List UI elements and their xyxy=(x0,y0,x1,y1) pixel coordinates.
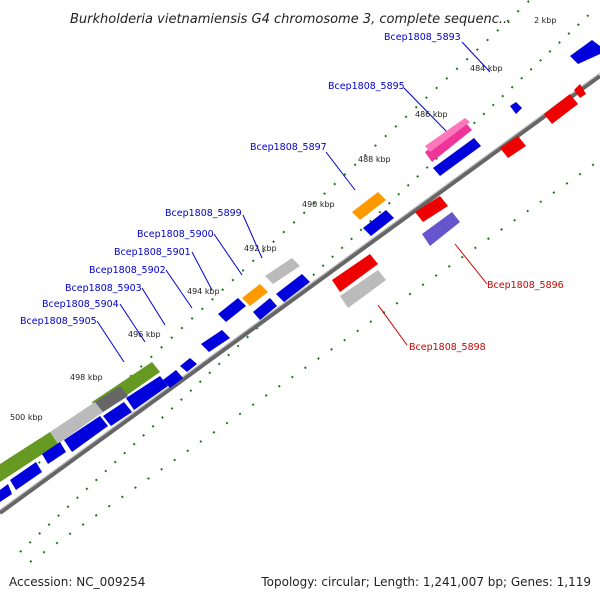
gene-label[interactable]: Bcep1808_5895 xyxy=(328,81,405,92)
tick-label: 490 kbp xyxy=(302,200,335,209)
gene-feature[interactable] xyxy=(92,386,128,414)
gene-feature[interactable] xyxy=(352,192,386,220)
tick-label: 488 kbp xyxy=(358,155,391,164)
gene-feature[interactable] xyxy=(42,442,66,464)
gene-feature[interactable] xyxy=(425,122,472,162)
gene-feature[interactable] xyxy=(574,84,586,98)
reverse-gene-labels: Bcep1808_5896 Bcep1808_5898 xyxy=(409,280,564,353)
gene-feature[interactable] xyxy=(415,196,448,222)
gene-label[interactable]: Bcep1808_5905 xyxy=(20,316,97,327)
gene-feature[interactable] xyxy=(242,284,268,306)
gene-feature[interactable] xyxy=(363,210,394,236)
gene-label[interactable]: Bcep1808_5897 xyxy=(250,142,327,153)
forward-label-leaders xyxy=(96,41,491,363)
gene-feature[interactable] xyxy=(64,416,108,452)
gene-feature[interactable] xyxy=(340,270,386,308)
topology-info-text: Topology: circular; Length: 1,241,007 bp… xyxy=(260,575,591,589)
gene-label[interactable]: Bcep1808_5904 xyxy=(42,299,119,310)
reverse-label-leaders xyxy=(377,243,488,346)
gene-feature[interactable] xyxy=(163,370,183,388)
gene-feature[interactable] xyxy=(510,102,522,114)
gene-label[interactable]: Bcep1808_5902 xyxy=(89,265,166,276)
gene-label[interactable]: Bcep1808_5900 xyxy=(137,229,214,240)
gene-feature[interactable] xyxy=(10,462,42,490)
tick-label: 500 kbp xyxy=(10,413,43,422)
tick-ring-lower-line xyxy=(29,159,600,563)
tick-labels: 2 kbp 484 kbp 486 kbp 488 kbp 490 kbp 49… xyxy=(10,16,556,422)
tick-label: 496 kbp xyxy=(128,330,161,339)
tick-label: 492 kbp xyxy=(244,244,277,253)
gene-feature[interactable] xyxy=(50,402,103,444)
tick-label: 486 kbp xyxy=(415,110,448,119)
gene-feature[interactable] xyxy=(126,376,168,410)
gene-feature[interactable] xyxy=(433,138,481,176)
gene-label[interactable]: Bcep1808_5898 xyxy=(409,342,486,353)
gene-feature[interactable] xyxy=(570,40,600,64)
forward-strand-genes xyxy=(0,40,600,502)
gene-feature[interactable] xyxy=(422,212,460,246)
accession-text: Accession: NC_009254 xyxy=(9,575,145,589)
tick-label: 2 kbp xyxy=(534,16,556,25)
tick-label: 498 kbp xyxy=(70,373,103,382)
gene-feature[interactable] xyxy=(0,432,58,482)
gene-label[interactable]: Bcep1808_5899 xyxy=(165,208,242,219)
gene-feature[interactable] xyxy=(332,254,378,292)
gene-feature[interactable] xyxy=(0,484,12,502)
gene-feature[interactable] xyxy=(253,298,277,320)
gene-label[interactable]: Bcep1808_5901 xyxy=(114,247,191,258)
gene-label[interactable]: Bcep1808_5903 xyxy=(65,283,142,294)
reverse-strand-genes xyxy=(332,84,586,308)
gene-feature[interactable] xyxy=(218,298,246,322)
backbone-ring xyxy=(0,74,600,515)
forward-gene-labels: Bcep1808_5893 Bcep1808_5895 Bcep1808_589… xyxy=(20,32,461,327)
gene-feature[interactable] xyxy=(544,94,578,124)
gene-feature[interactable] xyxy=(265,258,300,284)
backbone-highlight xyxy=(0,72,600,511)
gene-feature[interactable] xyxy=(276,274,310,302)
gene-label[interactable]: Bcep1808_5893 xyxy=(384,32,461,43)
gene-label[interactable]: Bcep1808_5896 xyxy=(487,280,564,291)
tick-label: 494 kbp xyxy=(187,287,220,296)
gene-feature[interactable] xyxy=(103,402,132,426)
gene-feature[interactable] xyxy=(180,358,197,372)
map-title: Burkholderia vietnamiensis G4 chromosome… xyxy=(70,12,511,27)
gene-feature[interactable] xyxy=(500,136,526,158)
gene-feature[interactable] xyxy=(201,330,230,352)
gene-feature xyxy=(425,118,470,152)
